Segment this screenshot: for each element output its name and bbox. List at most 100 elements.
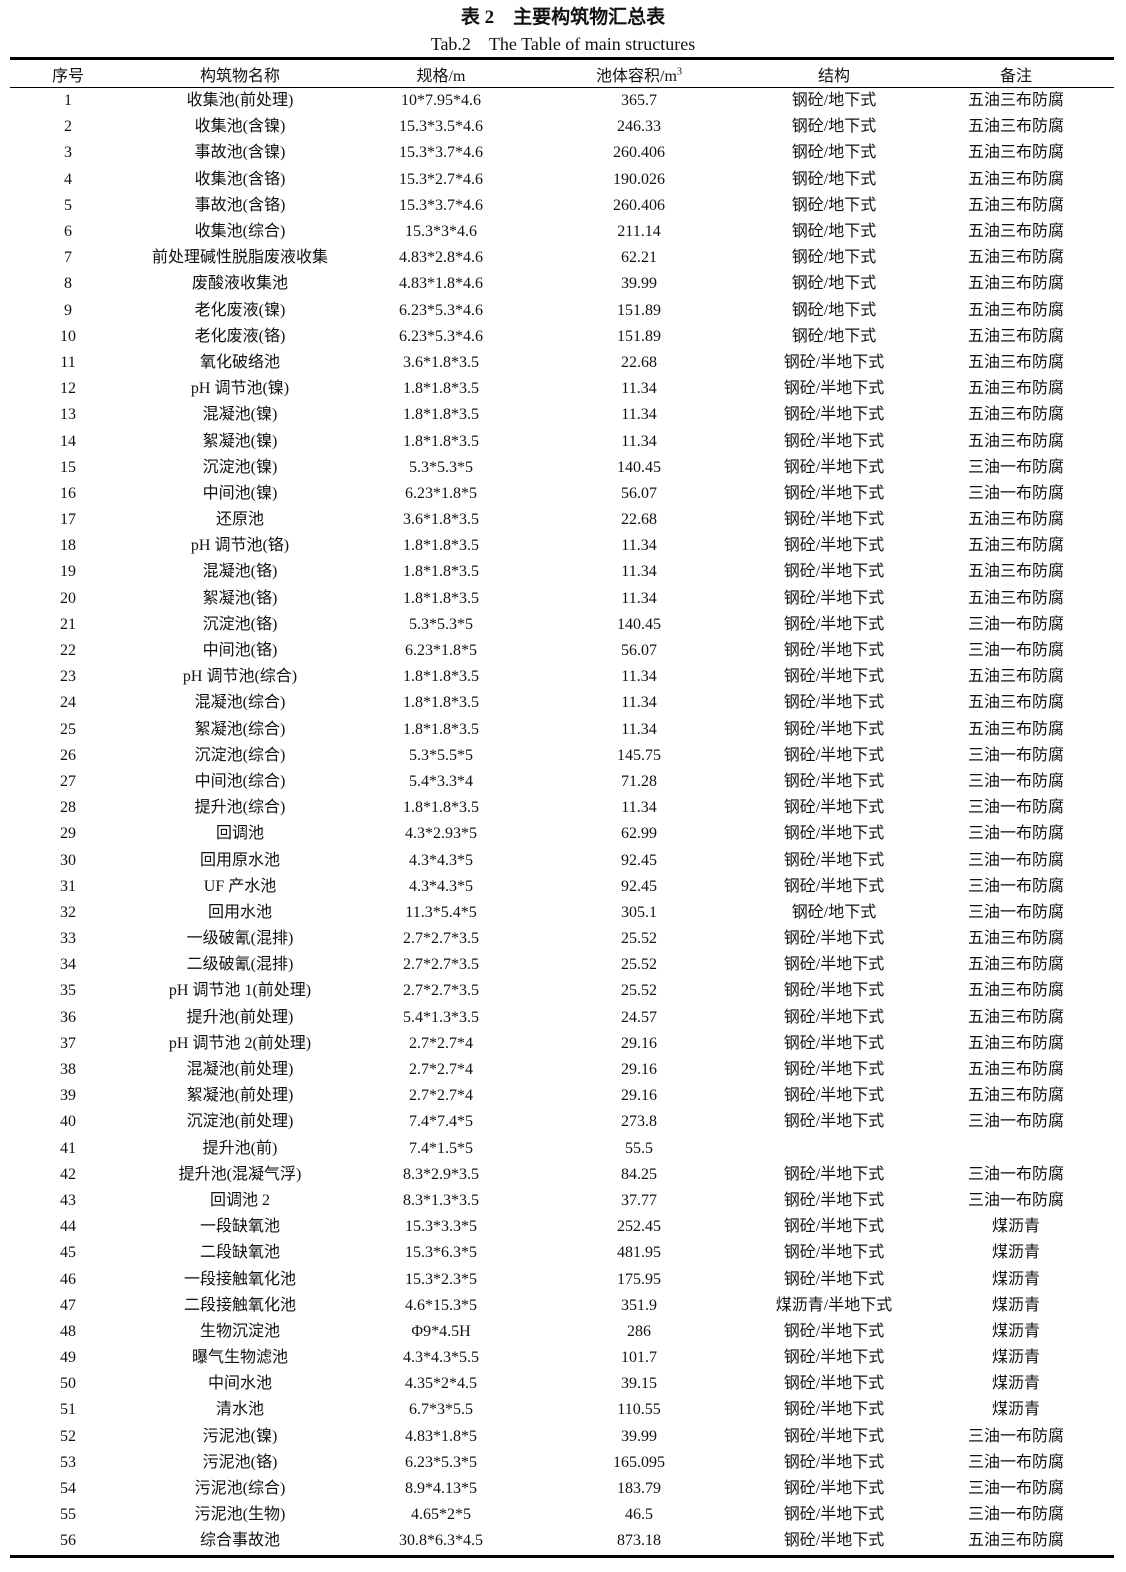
header-volume: 池体容积/m3 [528,59,750,88]
cell-index: 35 [60,982,76,1000]
table-row: 8 废酸液收集池 4.83*1.8*4.6 39.99 钢砼/地下式 五油三布防腐 [10,271,1114,297]
cell-note: 三油一布防腐 [967,877,1064,895]
cell-spec: 15.3*3*4.6 [405,223,477,241]
cell-index: 38 [60,1061,76,1079]
table-row: 48 生物沉淀池 Φ9*4.5H 286 钢砼/半地下式 煤沥青 [10,1319,1114,1345]
cell-name: 混凝池(综合) [194,694,286,712]
cell-spec: 5.4*1.3*3.5 [403,1008,479,1026]
table-row: 54 污泥池(综合) 8.9*4.13*5 183.79 钢砼/半地下式 三油一布防腐 [10,1476,1114,1502]
table-row: 31 UF 产水池 4.3*4.3*5 92.45 钢砼/半地下式 三油一布防腐 [10,874,1114,900]
cell-index: 50 [60,1375,76,1393]
cell-volume: 25.52 [621,982,657,1000]
cell-note: 煤沥青 [991,1244,1040,1262]
cell-index: 37 [60,1034,76,1052]
cell-structure: 钢砼/半地下式 [783,537,885,555]
cell-volume: 11.34 [621,406,657,424]
cell-index: 7 [64,249,72,267]
cell-note: 五油三布防腐 [967,982,1064,1000]
cell-structure [750,1136,918,1162]
cell-index: 49 [60,1349,76,1367]
cell-volume: 11.34 [621,589,657,607]
cell-structure: 钢砼/半地下式 [783,1532,885,1550]
cell-spec: 6.7*3*5.5 [409,1401,473,1419]
table-row: 50 中间水池 4.35*2*4.5 39.15 钢砼/半地下式 煤沥青 [10,1371,1114,1397]
table-row: 56 综合事故池 30.8*6.3*4.5 873.18 钢砼/半地下式 五油三布防腐 [10,1528,1114,1556]
cell-name: 前处理碱性脱脂废液收集 [151,249,328,267]
cell-spec: 4.83*2.8*4.6 [399,249,483,267]
table-row: 37 pH 调节池 2(前处理) 2.7*2.7*4 29.16 钢砼/半地下式 五油三布… [10,1031,1114,1057]
cell-name: 中间水池 [207,1375,272,1393]
cell-note: 煤沥青 [991,1375,1040,1393]
cell-volume: 11.34 [621,720,657,738]
table-row: 6 收集池(综合) 15.3*3*4.6 211.14 钢砼/地下式 五油三布防腐 [10,219,1114,245]
table-row: 33 一级破氰(混排) 2.7*2.7*3.5 25.52 钢砼/半地下式 五油三布防腐 [10,926,1114,952]
table-row: 47 二段接触氧化池 4.6*15.3*5 351.9 煤沥青/半地下式 煤沥青 [10,1293,1114,1319]
table-row: 10 老化废液(铬) 6.23*5.3*4.6 151.89 钢砼/地下式 五油三布防腐 [10,324,1114,350]
table-row: 45 二段缺氧池 15.3*6.3*5 481.95 钢砼/半地下式 煤沥青 [10,1240,1114,1266]
cell-volume: 305.1 [621,903,657,921]
cell-volume: 39.99 [621,275,657,293]
cell-note: 五油三布防腐 [967,930,1064,948]
cell-note: 五油三布防腐 [967,511,1064,529]
cell-structure: 钢砼/半地下式 [783,432,885,450]
cell-index: 12 [60,380,76,398]
cell-structure: 钢砼/半地下式 [783,1322,885,1340]
cell-structure: 钢砼/半地下式 [783,589,885,607]
table-row: 12 pH 调节池(镍) 1.8*1.8*3.5 11.34 钢砼/半地下式 五油三布防腐 [10,376,1114,402]
cell-spec: 30.8*6.3*4.5 [399,1532,483,1550]
cell-note: 煤沥青 [991,1218,1040,1236]
cell-index: 52 [60,1427,76,1445]
table-row: 4 收集池(含铬) 15.3*2.7*4.6 190.026 钢砼/地下式 五油三布防腐 [10,167,1114,193]
cell-name: 收集池(含铬) [194,170,286,188]
cell-volume: 11.34 [621,537,657,555]
table-row: 26 沉淀池(综合) 5.3*5.5*5 145.75 钢砼/半地下式 三油一布防腐 [10,743,1114,769]
cell-volume: 151.89 [617,301,661,319]
cell-volume: 22.68 [621,353,657,371]
cell-structure: 钢砼/半地下式 [783,930,885,948]
cell-index: 32 [60,903,76,921]
cell-structure: 钢砼/半地下式 [783,1218,885,1236]
cell-note: 五油三布防腐 [967,1061,1064,1079]
cell-structure: 钢砼/半地下式 [783,406,885,424]
cell-volume: 481.95 [617,1244,661,1262]
cell-index: 31 [60,877,76,895]
cell-spec: 4.3*4.3*5.5 [403,1349,479,1367]
cell-spec: 1.8*1.8*3.5 [403,589,479,607]
table-row: 49 曝气生物滤池 4.3*4.3*5.5 101.7 钢砼/半地下式 煤沥青 [10,1345,1114,1371]
cell-structure: 钢砼/地下式 [791,275,877,293]
cell-spec: 2.7*2.7*4 [409,1061,473,1079]
table-row: 38 混凝池(前处理) 2.7*2.7*4 29.16 钢砼/半地下式 五油三布防腐 [10,1057,1114,1083]
cell-volume: 351.9 [621,1296,657,1314]
cell-volume: 92.45 [621,851,657,869]
cell-volume: 62.21 [621,249,657,267]
cell-structure: 钢砼/半地下式 [783,851,885,869]
cell-note: 五油三布防腐 [967,1087,1064,1105]
cell-structure: 钢砼/半地下式 [783,668,885,686]
cell-name: 回调池 2 [209,1191,270,1209]
cell-spec: 15.3*3.7*4.6 [399,196,483,214]
cell-spec: 5.3*5.5*5 [409,746,473,764]
cell-name: 事故池(含镍) [194,144,286,162]
table-row: 18 pH 调节池(铬) 1.8*1.8*3.5 11.34 钢砼/半地下式 五油三布防腐 [10,533,1114,559]
cell-note: 五油三布防腐 [967,170,1064,188]
cell-volume: 56.07 [621,484,657,502]
cell-spec: 1.8*1.8*3.5 [403,406,479,424]
cell-structure: 钢砼/半地下式 [783,1480,885,1498]
structures-table: 序号 构筑物名称 规格/m 池体容积/m3 结构 备注 1 收集池(前处理) 10*… [10,57,1114,1558]
cell-name: pH 调节池 1(前处理) [168,982,312,1000]
cell-structure: 钢砼/地下式 [791,301,877,319]
cell-structure: 钢砼/地下式 [791,223,877,241]
cell-name: 沉淀池(镍) [202,458,278,476]
cell-volume: 260.406 [613,196,665,214]
cell-name: 絮凝池(前处理) [186,1087,294,1105]
table-row: 25 絮凝池(综合) 1.8*1.8*3.5 11.34 钢砼/半地下式 五油三布防腐 [10,717,1114,743]
cell-volume: 25.52 [621,956,657,974]
cell-index: 27 [60,772,76,790]
cell-index: 48 [60,1322,76,1340]
cell-volume: 37.77 [621,1191,657,1209]
cell-name: 中间池(铬) [202,642,278,660]
cell-note: 五油三布防腐 [967,223,1064,241]
cell-index: 39 [60,1087,76,1105]
cell-name: 一段缺氧池 [199,1218,280,1236]
cell-index: 18 [60,537,76,555]
